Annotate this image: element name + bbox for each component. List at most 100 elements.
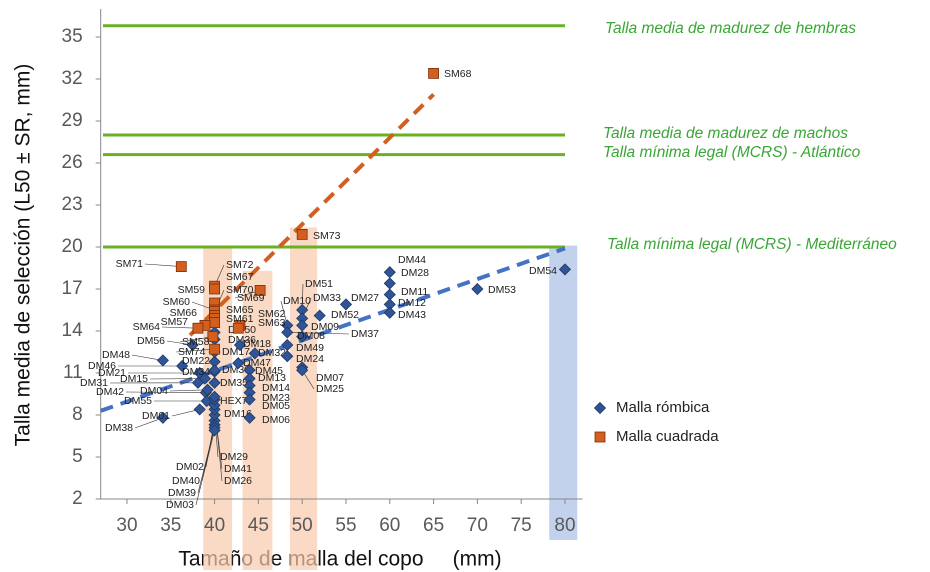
highlight-band xyxy=(289,227,318,570)
x-tick-label: 70 xyxy=(467,515,488,536)
point-square xyxy=(209,343,220,355)
point-label: SM57 xyxy=(161,316,189,328)
point-label: DM45 xyxy=(255,365,283,377)
point-diamond xyxy=(383,266,396,279)
x-tick-label: 60 xyxy=(379,515,400,536)
reference-label: Talla media de madurez de machos xyxy=(603,125,848,142)
point-label: SM61 xyxy=(226,313,254,325)
point-label: DM04 xyxy=(140,385,168,397)
point-diamond xyxy=(296,364,309,377)
point-label: DM27 xyxy=(351,292,379,304)
point-label: DM38 xyxy=(105,422,133,434)
point-label: DM49 xyxy=(296,342,324,354)
point-label: SM63 xyxy=(258,317,286,329)
point-square xyxy=(232,322,244,334)
point-square xyxy=(192,322,204,334)
leader-line xyxy=(161,326,198,329)
point-label: DM26 xyxy=(224,475,252,487)
point-label: DM40 xyxy=(172,475,200,487)
point-label: DM01 xyxy=(142,410,170,422)
point-diamond xyxy=(383,306,396,319)
point-diamond xyxy=(193,403,206,416)
point-label: DM53 xyxy=(488,284,516,296)
point-diamond xyxy=(248,347,261,360)
x-tick-label: 50 xyxy=(292,515,313,536)
point-square xyxy=(209,283,220,295)
point-diamond xyxy=(243,411,256,424)
leader-line xyxy=(195,430,215,506)
point-label: SM66 xyxy=(170,307,198,319)
point-label: DM37 xyxy=(351,328,379,340)
y-tick-label: 11 xyxy=(63,362,83,383)
x-tick-label: 80 xyxy=(554,515,575,536)
point-diamond xyxy=(243,393,256,406)
point-label: SM71 xyxy=(116,258,144,270)
x-tick-label: 30 xyxy=(116,515,137,536)
point-label: DM43 xyxy=(398,309,426,321)
point-diamond xyxy=(208,364,221,377)
point-diamond xyxy=(339,298,353,311)
point-diamond xyxy=(281,350,294,363)
leader-line xyxy=(169,389,208,392)
point-label: DM51 xyxy=(305,278,333,290)
point-label: SM62 xyxy=(258,308,286,320)
y-tick-label: 2 xyxy=(72,488,83,509)
leader-line xyxy=(287,332,350,335)
point-square xyxy=(254,284,266,296)
point-diamond xyxy=(233,338,247,352)
point-label: DM41 xyxy=(224,463,252,475)
point-label: DM12 xyxy=(398,297,426,309)
point-label: DM07 xyxy=(316,372,344,384)
point-square xyxy=(207,331,219,343)
point-square xyxy=(175,261,187,273)
point-label: DM44 xyxy=(398,254,426,266)
point-label: DM46 xyxy=(88,360,116,372)
leader-line xyxy=(179,336,213,343)
y-tick-label: 8 xyxy=(72,404,83,425)
point-square xyxy=(209,317,220,329)
point-label: DM42 xyxy=(96,386,124,398)
y-tick-label: 32 xyxy=(62,68,83,89)
point-label: DM17 xyxy=(222,346,250,358)
y-tick-label: 26 xyxy=(62,152,83,173)
point-label: DM32 xyxy=(258,347,286,359)
point-square xyxy=(594,431,606,443)
trend-line xyxy=(100,246,566,413)
reference-label: Talla media de madurez de hembras xyxy=(605,20,856,37)
y-tick-label: 29 xyxy=(62,110,83,131)
point-label: DM56 xyxy=(137,335,165,347)
point-diamond xyxy=(471,282,484,296)
leader-line xyxy=(134,417,163,429)
point-label: DM31 xyxy=(80,377,108,389)
point-label: DM24 xyxy=(296,353,324,365)
point-diamond xyxy=(208,390,221,403)
point-label: DM22 xyxy=(182,355,210,367)
point-label: DM52 xyxy=(331,309,359,321)
point-label: DM02 xyxy=(176,461,204,473)
point-label: SM65 xyxy=(226,304,254,316)
point-label: DM08 xyxy=(297,330,325,342)
point-label: SM69 xyxy=(237,292,265,304)
point-diamond xyxy=(232,357,245,370)
point-label: SM73 xyxy=(313,230,341,242)
point-label: DM33 xyxy=(313,292,341,304)
reference-label: Talla mínima legal (MCRS) - Mediterráneo xyxy=(607,236,897,253)
legend-label: Malla rómbica xyxy=(616,399,710,416)
point-label: SM67 xyxy=(226,271,254,283)
point-diamond xyxy=(383,277,396,290)
y-tick-label: 14 xyxy=(62,320,84,341)
point-label: DM25 xyxy=(316,383,344,395)
highlight-band xyxy=(549,245,578,540)
point-diamond xyxy=(201,383,214,396)
point-label: DM14 xyxy=(262,382,290,394)
x-tick-label: 45 xyxy=(248,515,269,536)
point-diamond xyxy=(558,263,572,276)
x-tick-label: 40 xyxy=(204,515,225,536)
point-diamond xyxy=(186,338,199,352)
y-tick-label: 23 xyxy=(62,194,83,215)
point-diamond xyxy=(313,309,326,322)
point-diamond xyxy=(208,376,221,389)
point-diamond xyxy=(593,401,607,415)
point-diamond xyxy=(156,411,169,424)
